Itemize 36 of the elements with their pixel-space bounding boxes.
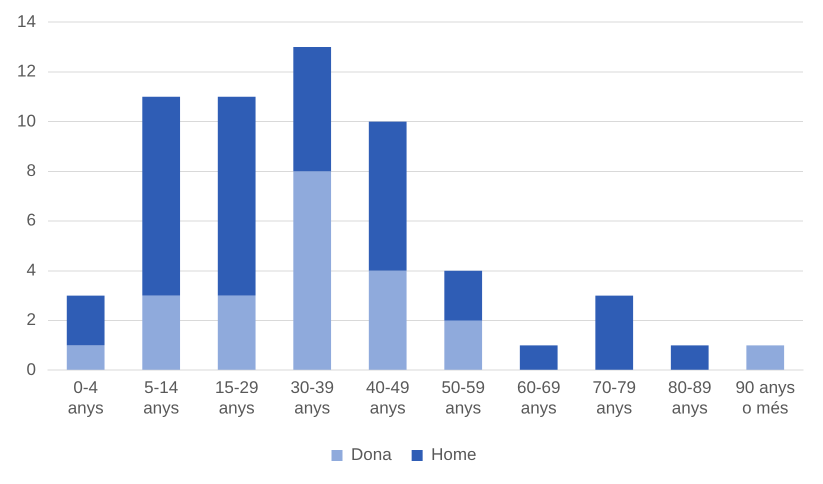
y-tick-label: 2 — [26, 310, 36, 330]
bar — [595, 296, 634, 370]
bar — [218, 96, 256, 296]
x-tick-label: 90 anys o més — [735, 378, 796, 418]
x-tick-label: 80-89 anys — [668, 378, 712, 418]
y-tick-label: 12 — [16, 62, 36, 81]
bar — [444, 320, 482, 370]
bar — [142, 296, 180, 370]
x-tick-label: 0-4 anys — [68, 378, 104, 418]
bar — [218, 296, 256, 370]
x-tick-label: 70-79 anys — [592, 378, 636, 418]
bar — [368, 122, 407, 271]
y-tick-label: 6 — [26, 210, 36, 230]
bar — [746, 345, 784, 370]
bar — [66, 345, 105, 370]
x-tick-label: 5-14 anys — [143, 378, 180, 418]
y-tick-label: 8 — [26, 161, 36, 180]
bar — [293, 171, 332, 370]
x-tick-label: 15-29 anys — [214, 378, 258, 418]
legend-label: Dona — [351, 445, 392, 464]
y-tick-label: 14 — [16, 12, 36, 31]
y-tick-label: 0 — [26, 360, 36, 379]
bar — [444, 270, 482, 320]
bar — [520, 345, 558, 370]
bar — [368, 270, 407, 370]
bar — [142, 96, 180, 296]
x-tick-label: 60-69 anys — [516, 378, 560, 418]
y-tick-label: 10 — [16, 111, 36, 130]
bar — [66, 296, 105, 346]
y-tick-label: 4 — [26, 260, 36, 280]
x-tick-label: 50-59 anys — [441, 378, 485, 418]
x-tick-label: 30-39 anys — [290, 378, 334, 418]
legend-label: Home — [431, 445, 477, 464]
x-tick-label: 40-49 anys — [366, 378, 410, 418]
bar — [293, 47, 332, 172]
bar — [670, 345, 709, 370]
